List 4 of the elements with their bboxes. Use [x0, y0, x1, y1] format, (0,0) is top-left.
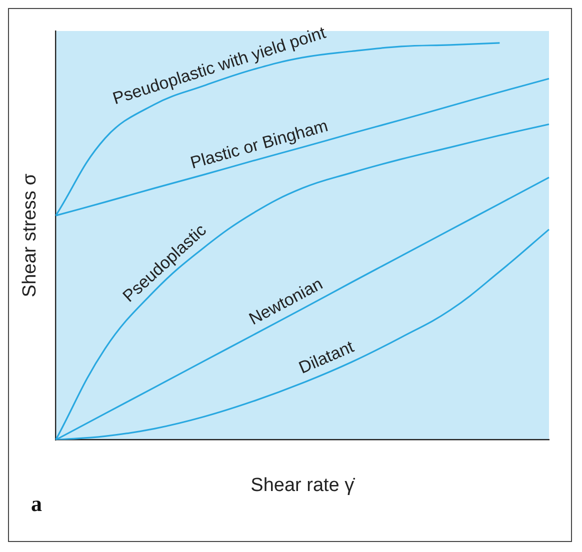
text: Plastic or Bingham — [188, 116, 330, 172]
x-axis-title: Shear rate γ̇ — [250, 474, 356, 496]
y-axis-title: Shear stress σ — [20, 173, 41, 298]
text: a — [31, 491, 42, 517]
